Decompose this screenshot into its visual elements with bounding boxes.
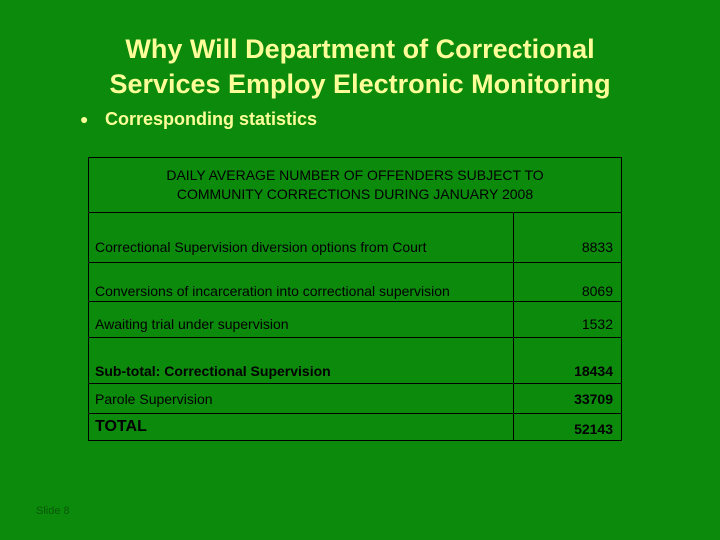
table-row: TOTAL 52143 xyxy=(89,414,621,440)
row-value: 33709 xyxy=(574,391,613,407)
slide-title-line-1: Why Will Department of Correctional xyxy=(125,34,595,64)
table-caption-line-1: DAILY AVERAGE NUMBER OF OFFENDERS SUBJEC… xyxy=(166,167,544,183)
row-value: 8833 xyxy=(581,239,613,255)
row-label: Sub-total: Correctional Supervision xyxy=(95,363,331,379)
table-caption: DAILY AVERAGE NUMBER OF OFFENDERS SUBJEC… xyxy=(89,158,621,213)
table-row: Sub-total: Correctional Supervision 1843… xyxy=(89,338,621,384)
slide-number: Slide 8 xyxy=(36,505,70,517)
bullet-dot-icon: ● xyxy=(80,111,89,127)
row-value: 18434 xyxy=(574,363,613,379)
slide-title: Why Will Department of Correctional Serv… xyxy=(40,32,680,102)
row-label: Correctional Supervision diversion optio… xyxy=(95,239,427,255)
statistics-table: DAILY AVERAGE NUMBER OF OFFENDERS SUBJEC… xyxy=(88,157,622,441)
column-divider xyxy=(513,213,514,440)
table-caption-line-2: COMMUNITY CORRECTIONS DURING JANUARY 200… xyxy=(176,186,534,202)
row-value: 52143 xyxy=(574,421,613,437)
row-label: Conversions of incarceration into correc… xyxy=(95,283,450,299)
bullet-text: Corresponding statistics xyxy=(105,109,318,129)
row-value: 1532 xyxy=(581,316,613,332)
row-value: 8069 xyxy=(581,283,613,299)
row-label: TOTAL xyxy=(95,418,147,435)
table-row: Conversions of incarceration into correc… xyxy=(89,263,621,302)
bullet-item: ● Corresponding statistics xyxy=(80,109,317,129)
table-row: Correctional Supervision diversion optio… xyxy=(89,213,621,263)
row-label: Awaiting trial under supervision xyxy=(95,316,289,332)
row-label: Parole Supervision xyxy=(95,391,213,407)
table-row: Parole Supervision 33709 xyxy=(89,384,621,414)
table-row: Awaiting trial under supervision 1532 xyxy=(89,302,621,338)
slide-title-line-2: Services Employ Electronic Monitoring xyxy=(109,69,611,99)
